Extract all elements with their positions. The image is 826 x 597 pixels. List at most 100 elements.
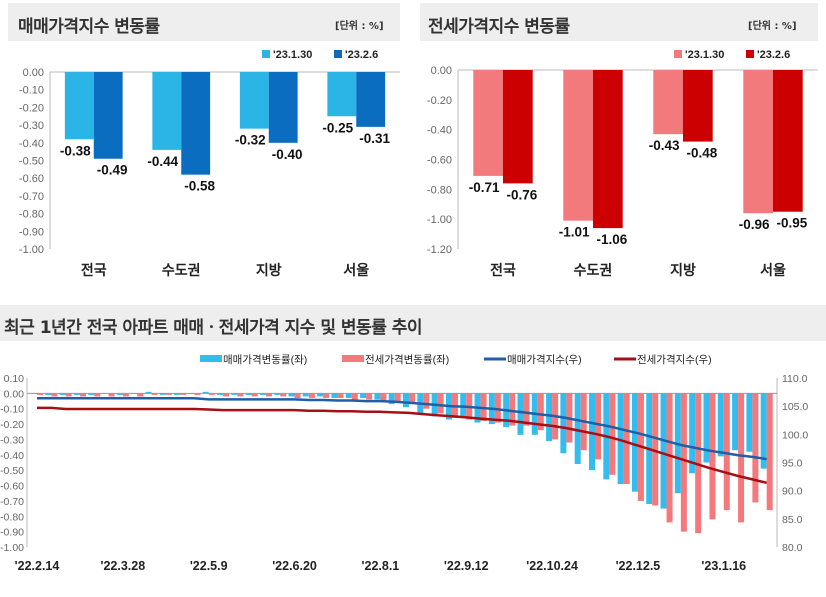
trend-legend-label: 전세가격지수(우) <box>637 353 712 366</box>
trend-x-tick: '23.1.16 <box>701 559 746 573</box>
panel3-title-bar <box>0 305 826 341</box>
trend-left-tick: -0.30 <box>0 434 24 446</box>
trend-bar <box>165 393 172 395</box>
sale-chart-y-tick: -0.80 <box>19 209 44 221</box>
trend-right-tick: 105.0 <box>782 401 808 413</box>
trend-right-tick: 90.0 <box>782 486 803 498</box>
trend-bar <box>752 393 759 503</box>
trend-bar <box>217 393 224 395</box>
trend-bar <box>617 393 624 485</box>
trend-bar <box>689 393 696 474</box>
trend-left-tick: -0.60 <box>0 481 24 493</box>
jeonse-chart-bar <box>773 70 803 212</box>
trend-bar <box>194 393 201 395</box>
sale-chart-legend-swatch <box>262 50 270 58</box>
trend-legend-swatch <box>342 355 364 362</box>
trend-bar <box>159 393 166 395</box>
jeonse-chart-bar <box>653 70 683 135</box>
trend-bar <box>560 393 567 454</box>
trend-bar <box>517 393 524 435</box>
jeonse-chart-y-tick: -1.00 <box>427 214 452 226</box>
trend-bar <box>409 393 416 405</box>
trend-bar <box>302 393 309 397</box>
trend-bar <box>208 393 215 395</box>
trend-legend-swatch <box>200 355 222 362</box>
panel2-unit: [단위 : %] <box>748 21 797 32</box>
jeonse-chart-data-label: -0.76 <box>506 187 537 202</box>
trend-left-tick: -0.40 <box>0 450 24 462</box>
trend-bar <box>595 393 602 460</box>
sale-chart-data-label: -0.44 <box>147 154 178 169</box>
trend-bar <box>703 393 710 463</box>
trend-bar <box>294 393 301 398</box>
jeonse-chart-legend-label: '23.1.30 <box>685 49 724 61</box>
trend-x-tick: '22.6.20 <box>272 559 317 573</box>
jeonse-chart-y-tick: -0.40 <box>427 125 452 137</box>
jeonse-chart-data-label: -0.96 <box>739 217 770 232</box>
trend-bar <box>494 393 501 423</box>
trend-bar <box>337 393 344 398</box>
jeonse-chart-legend-label: '23.2.6 <box>757 49 790 61</box>
trend-bar <box>288 393 295 397</box>
trend-bar <box>746 393 753 452</box>
sale-chart-data-label: -0.38 <box>60 143 91 158</box>
jeonse-chart-bar <box>593 70 623 229</box>
trend-bar <box>102 393 109 394</box>
sale-chart-data-label: -0.49 <box>97 163 128 178</box>
trend-bar <box>188 393 195 394</box>
sale-chart-data-label: -0.32 <box>235 133 266 148</box>
trend-bar <box>274 393 281 395</box>
trend-bar <box>323 393 330 398</box>
trend-bar <box>574 393 581 465</box>
trend-right-tick: 110.0 <box>782 373 808 385</box>
trend-bar <box>717 393 724 457</box>
trend-bar <box>88 393 95 395</box>
trend-bar <box>609 393 616 475</box>
sale-chart-data-label: -0.58 <box>184 179 215 194</box>
trend-bar <box>59 393 66 395</box>
trend-bar <box>251 393 258 397</box>
jeonse-chart-category-label: 서울 <box>760 262 786 278</box>
trend-bar <box>388 393 395 405</box>
trend-bar <box>437 393 444 414</box>
sale-chart-category-label: 서울 <box>343 262 369 278</box>
trend-bar <box>766 393 773 511</box>
sale-chart-bar <box>93 72 123 159</box>
jeonse-chart-data-label: -0.95 <box>776 216 807 231</box>
panel3-title: 최근 1년간 전국 아파트 매매ㆍ전세가격 지수 및 변동률 추이 <box>4 318 423 338</box>
trend-line <box>37 406 767 485</box>
trend-bar <box>37 393 44 395</box>
sale-chart-y-tick: -0.40 <box>19 138 44 150</box>
trend-bar <box>723 393 730 511</box>
sale-chart-legend-swatch <box>334 50 342 58</box>
trend-x-tick: '22.2.14 <box>15 559 60 573</box>
sale-chart-y-tick: -0.30 <box>19 120 44 132</box>
panel2-title-bar <box>420 3 818 41</box>
trend-x-tick: '22.3.28 <box>101 559 146 573</box>
jeonse-chart-y-tick: 0.00 <box>431 65 452 77</box>
sale-chart-data-label: -0.25 <box>322 120 353 135</box>
trend-bar <box>79 393 86 397</box>
trend-bar <box>174 393 181 395</box>
jeonse-chart-bar <box>503 70 533 184</box>
trend-left-tick: -0.10 <box>0 404 24 416</box>
sale-chart-y-tick: -0.70 <box>19 191 44 203</box>
trend-bar <box>265 393 272 397</box>
jeonse-chart-data-label: -0.71 <box>469 180 500 195</box>
jeonse-chart-bar <box>473 70 503 176</box>
trend-bar <box>509 393 516 426</box>
trend-left-tick: -0.90 <box>0 527 24 539</box>
trend-bar <box>180 393 187 395</box>
trend-right-tick: 100.0 <box>782 429 808 441</box>
trend-bar <box>202 391 209 394</box>
sale-chart-legend-label: '23.1.30 <box>273 49 312 61</box>
trend-bar <box>345 393 352 398</box>
trend-bar <box>403 393 410 408</box>
trend-bar <box>394 393 401 403</box>
jeonse-chart-y-tick: -0.60 <box>427 155 452 167</box>
trend-bar <box>122 393 129 397</box>
trend-legend-label: 전세가격변동률(좌) <box>365 353 449 366</box>
sale-chart-bar <box>356 72 386 127</box>
